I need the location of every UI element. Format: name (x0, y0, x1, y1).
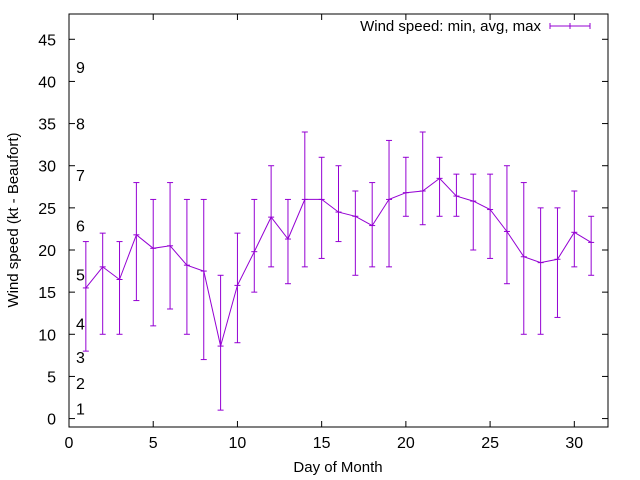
x-axis-label: Day of Month (293, 459, 382, 476)
beaufort-labels: 1 2 3 4 5 6 7 8 9 (76, 60, 85, 418)
y-tick-label: 35 (38, 117, 56, 134)
beaufort-label: 8 (76, 117, 85, 134)
x-tick-label: 30 (565, 435, 583, 452)
data-series (82, 131, 595, 411)
y-axis-label: Wind speed (kt - Beaufort) (5, 132, 22, 307)
beaufort-label: 9 (76, 60, 85, 77)
x-tick-label: 20 (397, 435, 415, 452)
x-tick-label: 5 (149, 435, 158, 452)
x-tick-label: 10 (229, 435, 247, 452)
beaufort-label: 3 (76, 350, 85, 367)
legend: Wind speed: min, avg, max (360, 18, 591, 35)
x-tick-label: 0 (65, 435, 74, 452)
beaufort-label: 5 (76, 267, 85, 284)
y-tick-label: 10 (38, 327, 56, 344)
legend-sample-line (549, 23, 591, 29)
plot-frame (68, 13, 609, 428)
y-tick-label: 5 (47, 369, 56, 386)
y-tick-label: 15 (38, 285, 56, 302)
y-tick-label: 45 (38, 32, 56, 49)
y-tick-label: 20 (38, 243, 56, 260)
beaufort-label: 7 (76, 168, 85, 185)
y-tick-label: 0 (47, 412, 56, 429)
y-tick-label: 25 (38, 201, 56, 218)
beaufort-label: 2 (76, 376, 85, 393)
y-tick-label: 30 (38, 159, 56, 176)
x-tick-label: 25 (481, 435, 499, 452)
beaufort-label: 6 (76, 219, 85, 236)
legend-label: Wind speed: min, avg, max (360, 18, 541, 35)
y-tick-label: 40 (38, 74, 56, 91)
x-tick-label: 15 (313, 435, 331, 452)
beaufort-label: 4 (76, 316, 85, 333)
beaufort-label: 1 (76, 401, 85, 418)
